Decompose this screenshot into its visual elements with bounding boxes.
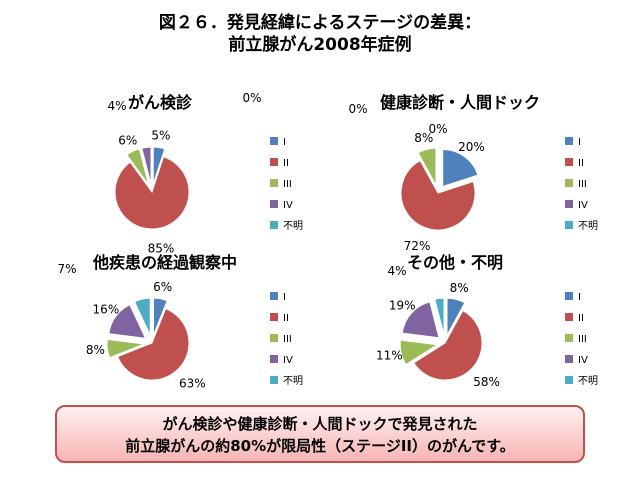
- pie-slice-I: [446, 297, 466, 336]
- data-label: 72%: [404, 239, 431, 253]
- data-label: 11%: [376, 348, 403, 362]
- legend-label: 不明: [578, 220, 598, 232]
- data-label: 0%: [242, 91, 261, 105]
- pie-title: 健康診断・人間ドック: [380, 93, 540, 112]
- pie-slice-II: [413, 309, 483, 381]
- legend-label: 不明: [578, 375, 598, 387]
- data-label: 85%: [148, 241, 175, 255]
- legend-swatch: [565, 200, 573, 208]
- data-label: 8%: [414, 131, 433, 145]
- data-label: 6%: [153, 280, 172, 294]
- legend-swatch: [565, 137, 573, 145]
- pie-slice-IV: [401, 301, 440, 339]
- pie-slice-III: [126, 148, 150, 186]
- legend-swatch: [565, 313, 573, 321]
- legend-label: 不明: [283, 375, 303, 387]
- summary-box: がん検診や健康診断・人間ドックで発見された 前立腺がんの約80%が限局性（ステー…: [55, 405, 585, 463]
- data-label: 4%: [107, 99, 126, 113]
- pie-slice-IV: [141, 146, 152, 185]
- pie-slice-II: [116, 307, 190, 381]
- legend-label: I: [283, 137, 286, 148]
- pie-title: がん検診: [128, 93, 193, 112]
- data-label: 16%: [93, 302, 120, 316]
- legend-swatch: [270, 137, 278, 145]
- chart-title-line1: 図２６．発見経緯によるステージの差異：: [158, 13, 482, 33]
- legend-swatch: [270, 200, 278, 208]
- legend-swatch: [565, 355, 573, 363]
- data-label: 19%: [389, 298, 416, 312]
- summary-line2: 前立腺がんの約80%が限局性（ステージII）のがんです。: [125, 437, 515, 455]
- legend-label: IV: [578, 200, 588, 211]
- data-label: 4%: [387, 264, 406, 278]
- legend-label: I: [578, 137, 581, 148]
- legend-swatch: [565, 376, 573, 384]
- pie-slice-III: [106, 338, 145, 359]
- pie-slice-IV: [108, 304, 147, 339]
- legend-swatch: [270, 355, 278, 363]
- pie-title: その他・不明: [407, 253, 503, 272]
- legend-label: IV: [283, 355, 293, 366]
- legend-swatch: [270, 179, 278, 187]
- data-label: 0%: [348, 102, 367, 116]
- pie-title: 他疾患の経過観察中: [92, 253, 237, 272]
- data-label: 58%: [473, 375, 500, 389]
- pie-slice-III: [417, 147, 437, 186]
- data-label: 8%: [86, 343, 105, 357]
- legend-label: III: [283, 334, 292, 345]
- legend-swatch: [565, 221, 573, 229]
- summary-line1: がん検診や健康診断・人間ドックで発見された: [162, 415, 478, 433]
- data-label: 7%: [57, 262, 76, 276]
- legend-swatch: [270, 334, 278, 342]
- legend-swatch: [565, 292, 573, 300]
- legend-label: III: [578, 334, 587, 345]
- legend-label: I: [283, 292, 286, 303]
- legend-label: III: [283, 179, 292, 190]
- pie-slice-II: [114, 156, 190, 230]
- legend-swatch: [270, 313, 278, 321]
- data-label: 63%: [179, 376, 206, 390]
- legend-label: II: [578, 158, 584, 169]
- legend-swatch: [565, 158, 573, 166]
- legend-label: I: [578, 292, 581, 303]
- data-label: 0%: [428, 122, 447, 136]
- pie-slice-I: [442, 149, 479, 188]
- legend-label: III: [578, 179, 587, 190]
- legend-swatch: [565, 334, 573, 342]
- legend-label: II: [283, 158, 289, 169]
- data-label: 8%: [450, 281, 469, 295]
- legend-swatch: [565, 179, 573, 187]
- legend-label: II: [578, 313, 584, 324]
- pie-slice-I: [152, 146, 166, 185]
- pie-slice-不明: [434, 297, 445, 336]
- chart-title-line2: 前立腺がん2008年症例: [228, 35, 412, 55]
- legend-swatch: [270, 292, 278, 300]
- data-label: 20%: [458, 140, 485, 154]
- legend-swatch: [270, 376, 278, 384]
- pie-slice-I: [152, 297, 168, 336]
- legend-swatch: [270, 158, 278, 166]
- data-label: 6%: [118, 133, 137, 147]
- data-label: 5%: [151, 129, 170, 143]
- pie-slice-不明: [133, 297, 151, 336]
- pie-slice-III: [399, 339, 439, 366]
- legend-swatch: [270, 221, 278, 229]
- legend-label: II: [283, 313, 289, 324]
- legend-label: IV: [578, 355, 588, 366]
- legend-label: IV: [283, 200, 293, 211]
- legend-label: 不明: [283, 220, 303, 232]
- pie-slice-II: [400, 159, 476, 231]
